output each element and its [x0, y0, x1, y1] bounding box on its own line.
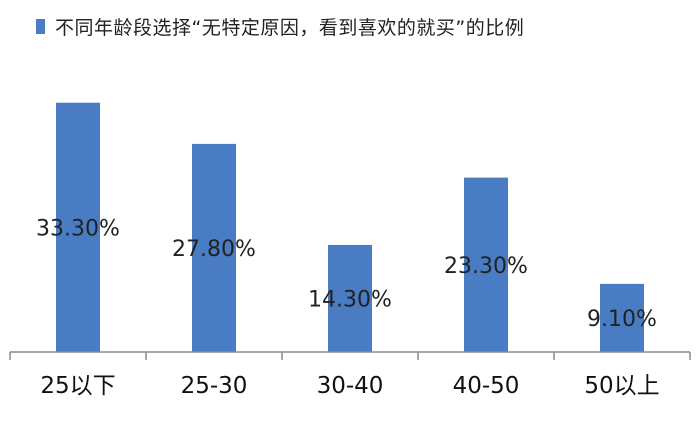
- data-label-4: 23.30%: [444, 254, 528, 279]
- bar-4: [464, 177, 508, 352]
- data-label-5: 9.10%: [587, 307, 657, 332]
- legend: 不同年龄段选择“无特定原因，看到喜欢的就买”的比例: [36, 12, 524, 40]
- bar-1: [56, 102, 100, 353]
- data-label-1: 33.30%: [36, 216, 120, 241]
- data-label-3: 14.30%: [308, 287, 392, 312]
- x-tick-label-1: 25以下: [40, 373, 115, 399]
- bar-2: [192, 143, 236, 352]
- x-tick-label-5: 50以上: [584, 373, 659, 399]
- x-tick-label-4: 40-50: [453, 373, 520, 399]
- legend-swatch: [36, 18, 45, 34]
- bar-3: [328, 244, 372, 352]
- data-label-2: 27.80%: [172, 237, 256, 262]
- bar-5: [600, 283, 644, 352]
- legend-label: 不同年龄段选择“无特定原因，看到喜欢的就买”的比例: [55, 16, 525, 39]
- x-tick-label-3: 30-40: [317, 373, 384, 399]
- x-tick-label-2: 25-30: [181, 373, 248, 399]
